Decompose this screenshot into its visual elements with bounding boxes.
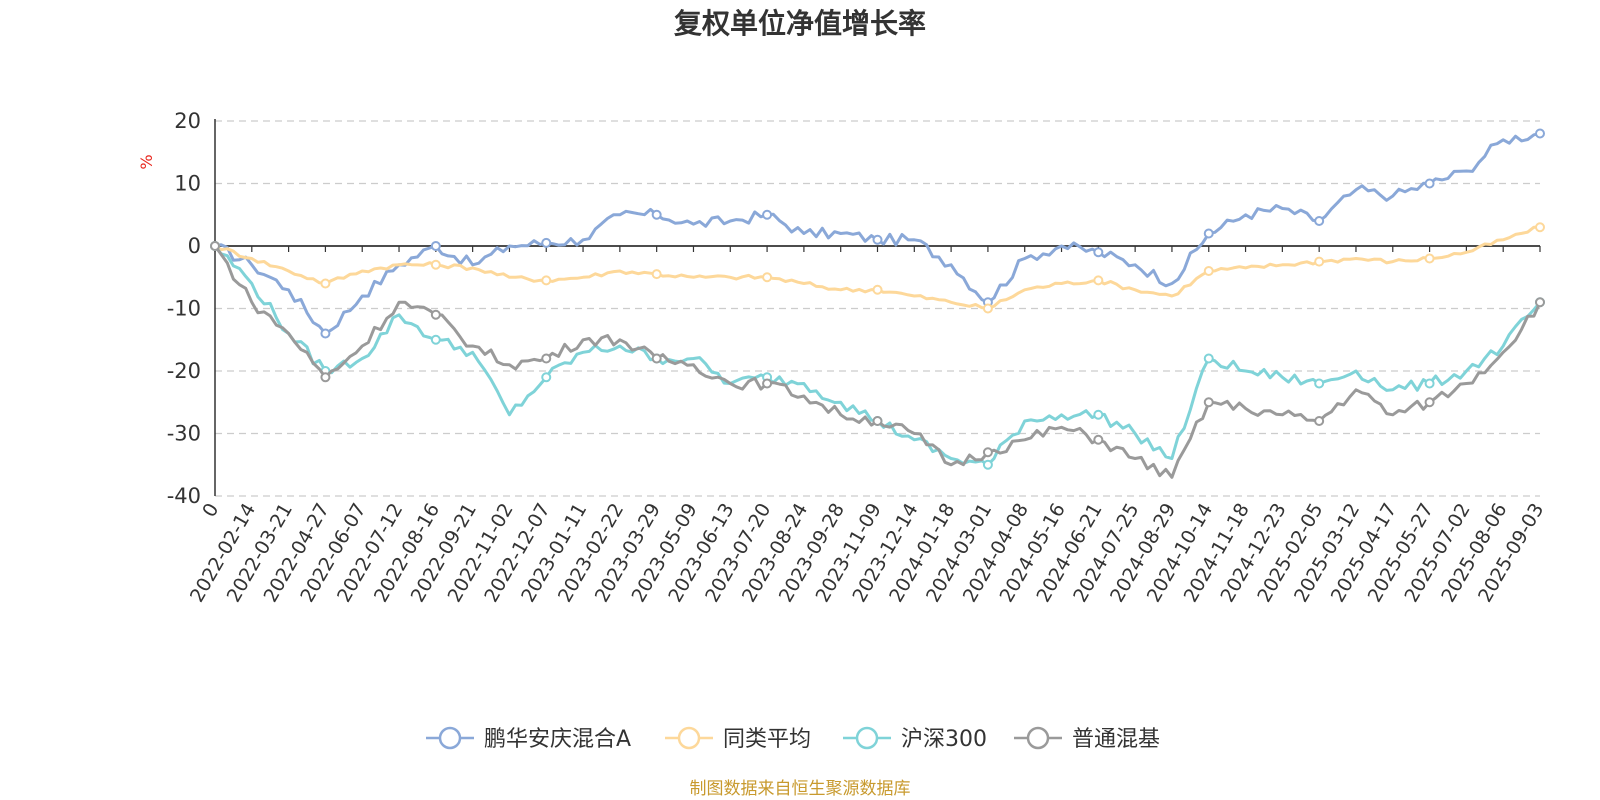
data-point [1203, 353, 1214, 364]
y-tick-label: -30 [167, 422, 201, 446]
y-tick-label: 0 [188, 234, 201, 258]
data-point [651, 269, 662, 280]
data-point [430, 241, 441, 251]
data-point [762, 272, 773, 283]
legend-label: 普通混基 [1072, 727, 1160, 752]
y-tick-label: 10 [174, 172, 201, 196]
data-point [1535, 222, 1545, 233]
data-point [1203, 228, 1214, 239]
series-line-3 [213, 245, 1542, 479]
data-point [1093, 434, 1104, 445]
grid-lines [215, 120, 1540, 497]
data-point [320, 328, 331, 339]
legend-circle-icon [1026, 726, 1050, 750]
data-point [1424, 378, 1435, 389]
data-point [651, 209, 662, 220]
data-point [541, 353, 552, 364]
data-point [1535, 128, 1545, 139]
y-tick-label: 20 [174, 109, 201, 133]
legend[interactable]: 鹏华安庆混合A 同类平均 沪深300 普通混基 [426, 726, 1160, 752]
data-point [982, 459, 993, 470]
y-tick-label: -40 [167, 484, 201, 508]
data-point [320, 372, 331, 383]
data-point [541, 237, 552, 248]
data-point [1093, 247, 1104, 258]
data-point [430, 309, 441, 320]
data-point [1203, 266, 1214, 276]
data-point [1314, 216, 1325, 226]
legend-item-3[interactable]: 普通混基 [1014, 726, 1160, 752]
data-point [1314, 256, 1325, 267]
data-point [872, 284, 883, 295]
data-source-note: 制图数据来自恒生聚源数据库 [690, 779, 911, 799]
data-point [651, 353, 662, 364]
data-point [1203, 397, 1214, 408]
data-point [430, 259, 441, 270]
data-point [1093, 409, 1104, 420]
data-point [982, 303, 993, 314]
series-lines [210, 128, 1545, 479]
data-point [1424, 253, 1435, 264]
data-point [872, 416, 883, 426]
legend-label: 同类平均 [723, 727, 811, 752]
legend-item-0[interactable]: 鹏华安庆混合A [426, 726, 631, 752]
data-point [872, 234, 883, 245]
series-line-0 [214, 132, 1541, 335]
data-point [210, 241, 220, 251]
data-point [1424, 397, 1435, 408]
legend-label: 鹏华安庆混合A [484, 727, 631, 752]
data-point [430, 334, 441, 345]
data-point [541, 372, 552, 383]
data-point [1314, 416, 1325, 426]
legend-label: 沪深300 [901, 727, 987, 752]
series-line-2 [213, 245, 1542, 467]
legend-item-1[interactable]: 同类平均 [665, 726, 811, 752]
y-tick-label: -20 [167, 359, 201, 383]
data-point [762, 378, 773, 389]
legend-circle-icon [855, 726, 879, 750]
legend-item-2[interactable]: 沪深300 [843, 726, 987, 752]
data-point [320, 278, 331, 289]
data-point [982, 447, 993, 458]
data-point [1314, 378, 1325, 389]
legend-circle-icon [438, 726, 462, 750]
chart-title: 复权单位净值增长率 [674, 7, 926, 40]
data-point [1093, 275, 1104, 286]
y-axis-unit: % [137, 154, 156, 169]
data-point [1535, 297, 1545, 308]
data-point [541, 275, 552, 286]
legend-circle-icon [677, 726, 701, 750]
data-point [762, 209, 773, 220]
data-point [1424, 178, 1435, 189]
x-tick-label: 0 [198, 500, 223, 521]
y-tick-label: -10 [167, 297, 201, 321]
